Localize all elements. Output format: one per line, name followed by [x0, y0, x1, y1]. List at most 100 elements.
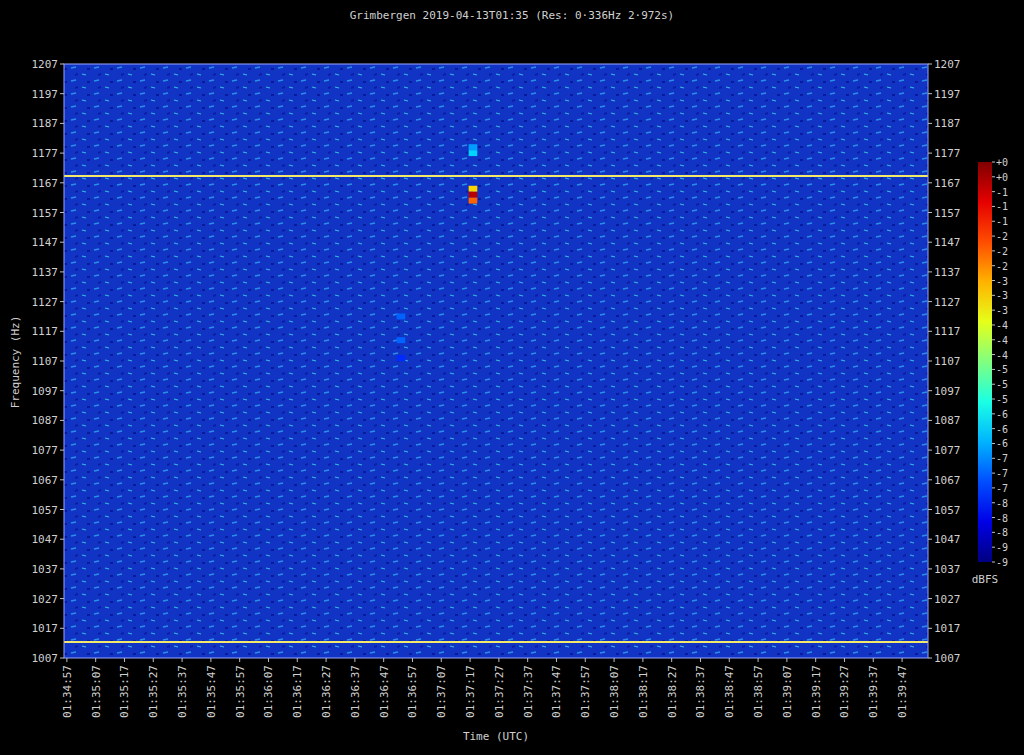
color-tick-label: -7: [996, 468, 1008, 479]
y-tick-label: 1057: [934, 504, 961, 517]
x-tick: [642, 658, 643, 662]
x-tick: [527, 658, 528, 662]
color-bar-label: dBFS: [972, 573, 999, 586]
y-tick-label: 1087: [934, 414, 961, 427]
color-tick-label: -6: [996, 424, 1008, 435]
x-tick-label: 01:36:27: [320, 665, 333, 718]
color-tick: [992, 236, 995, 237]
echo-cell: [397, 313, 406, 319]
color-tick: [992, 162, 995, 163]
color-tick: [992, 443, 995, 444]
y-tick-label: 1157: [32, 207, 59, 220]
x-tick-label: 01:35:07: [90, 665, 103, 718]
title: Grimbergen 2019-04-13T01:35 (Res: 0·336H…: [350, 9, 675, 22]
color-tick-label: -3: [996, 290, 1008, 301]
y-tick-label: 1147: [32, 236, 59, 249]
y-tick-label: 1087: [32, 414, 59, 427]
echo-cell: [397, 337, 406, 343]
color-tick: [992, 339, 995, 340]
color-tick-label: +0: [996, 157, 1008, 168]
y-tick: [928, 568, 932, 569]
y-tick: [928, 123, 932, 124]
color-tick: [992, 502, 995, 503]
y-tick-label: 1037: [934, 563, 961, 576]
color-tick: [992, 562, 995, 563]
echo-cell: [469, 186, 478, 192]
y-tick: [928, 153, 932, 154]
y-tick: [60, 301, 64, 302]
color-tick: [992, 221, 995, 222]
y-tick: [928, 242, 932, 243]
y-tick-label: 1187: [32, 117, 59, 130]
x-tick: [470, 658, 471, 662]
color-tick: [992, 399, 995, 400]
x-tick-label: 01:37:37: [522, 665, 535, 718]
y-tick-label: 1167: [32, 177, 59, 190]
y-tick: [60, 212, 64, 213]
y-tick-label: 1177: [934, 147, 961, 160]
color-tick-label: -7: [996, 453, 1008, 464]
x-tick: [873, 658, 874, 662]
y-tick: [60, 509, 64, 510]
chart: 1007100710171017102710271037103710471047…: [0, 0, 1024, 755]
y-tick-label: 1207: [934, 58, 961, 71]
color-tick: [992, 206, 995, 207]
y-tick-label: 1187: [934, 117, 961, 130]
x-tick-label: 01:36:17: [291, 665, 304, 718]
y-tick: [928, 450, 932, 451]
y-tick-label: 1067: [934, 474, 961, 487]
color-tick-label: -1: [996, 201, 1008, 212]
color-tick: [992, 517, 995, 518]
color-tick-label: -8: [996, 513, 1008, 524]
x-tick-label: 01:39:27: [838, 665, 851, 718]
y-tick: [928, 93, 932, 94]
y-tick: [60, 331, 64, 332]
y-tick-label: 1137: [934, 266, 961, 279]
color-tick-label: -2: [996, 261, 1008, 272]
y-tick-label: 1127: [934, 296, 961, 309]
x-tick: [268, 658, 269, 662]
y-tick: [60, 598, 64, 599]
y-tick-label: 1067: [32, 474, 59, 487]
y-tick: [60, 182, 64, 183]
color-tick-label: -1: [996, 216, 1008, 227]
echo-cell: [469, 144, 478, 150]
y-tick: [60, 539, 64, 540]
color-tick-label: -6: [996, 409, 1008, 420]
y-tick: [928, 212, 932, 213]
color-tick-label: -5: [996, 379, 1008, 390]
y-tick-label: 1047: [934, 533, 961, 546]
y-tick-label: 1077: [934, 444, 961, 457]
marks: [64, 144, 928, 642]
x-tick-label: 01:39:47: [896, 665, 909, 718]
y-tick-label: 1107: [32, 355, 59, 368]
x-tick-label: 01:38:17: [637, 665, 650, 718]
x-tick-label: 01:37:17: [464, 665, 477, 718]
x-tick: [124, 658, 125, 662]
color-tick: [992, 265, 995, 266]
echo-cell: [469, 192, 478, 198]
x-tick-label: 01:37:57: [579, 665, 592, 718]
y-tick-label: 1197: [934, 88, 961, 101]
color-tick: [992, 176, 995, 177]
color-tick: [992, 547, 995, 548]
x-tick-label: 01:38:27: [666, 665, 679, 718]
y-tick: [928, 539, 932, 540]
y-tick: [928, 420, 932, 421]
y-tick-label: 1057: [32, 504, 59, 517]
x-tick: [498, 658, 499, 662]
color-tick-label: -6: [996, 438, 1008, 449]
x-tick: [585, 658, 586, 662]
x-tick-label: 01:35:17: [118, 665, 131, 718]
color-tick: [992, 310, 995, 311]
y-tick-label: 1177: [32, 147, 59, 160]
plot-background: [64, 64, 928, 658]
y-tick: [60, 361, 64, 362]
x-tick: [383, 658, 384, 662]
x-tick-label: 01:37:47: [550, 665, 563, 718]
x-tick: [844, 658, 845, 662]
color-tick-label: -7: [996, 483, 1008, 494]
x-tick: [902, 658, 903, 662]
color-tick: [992, 324, 995, 325]
x-tick-label: 01:36:57: [406, 665, 419, 718]
